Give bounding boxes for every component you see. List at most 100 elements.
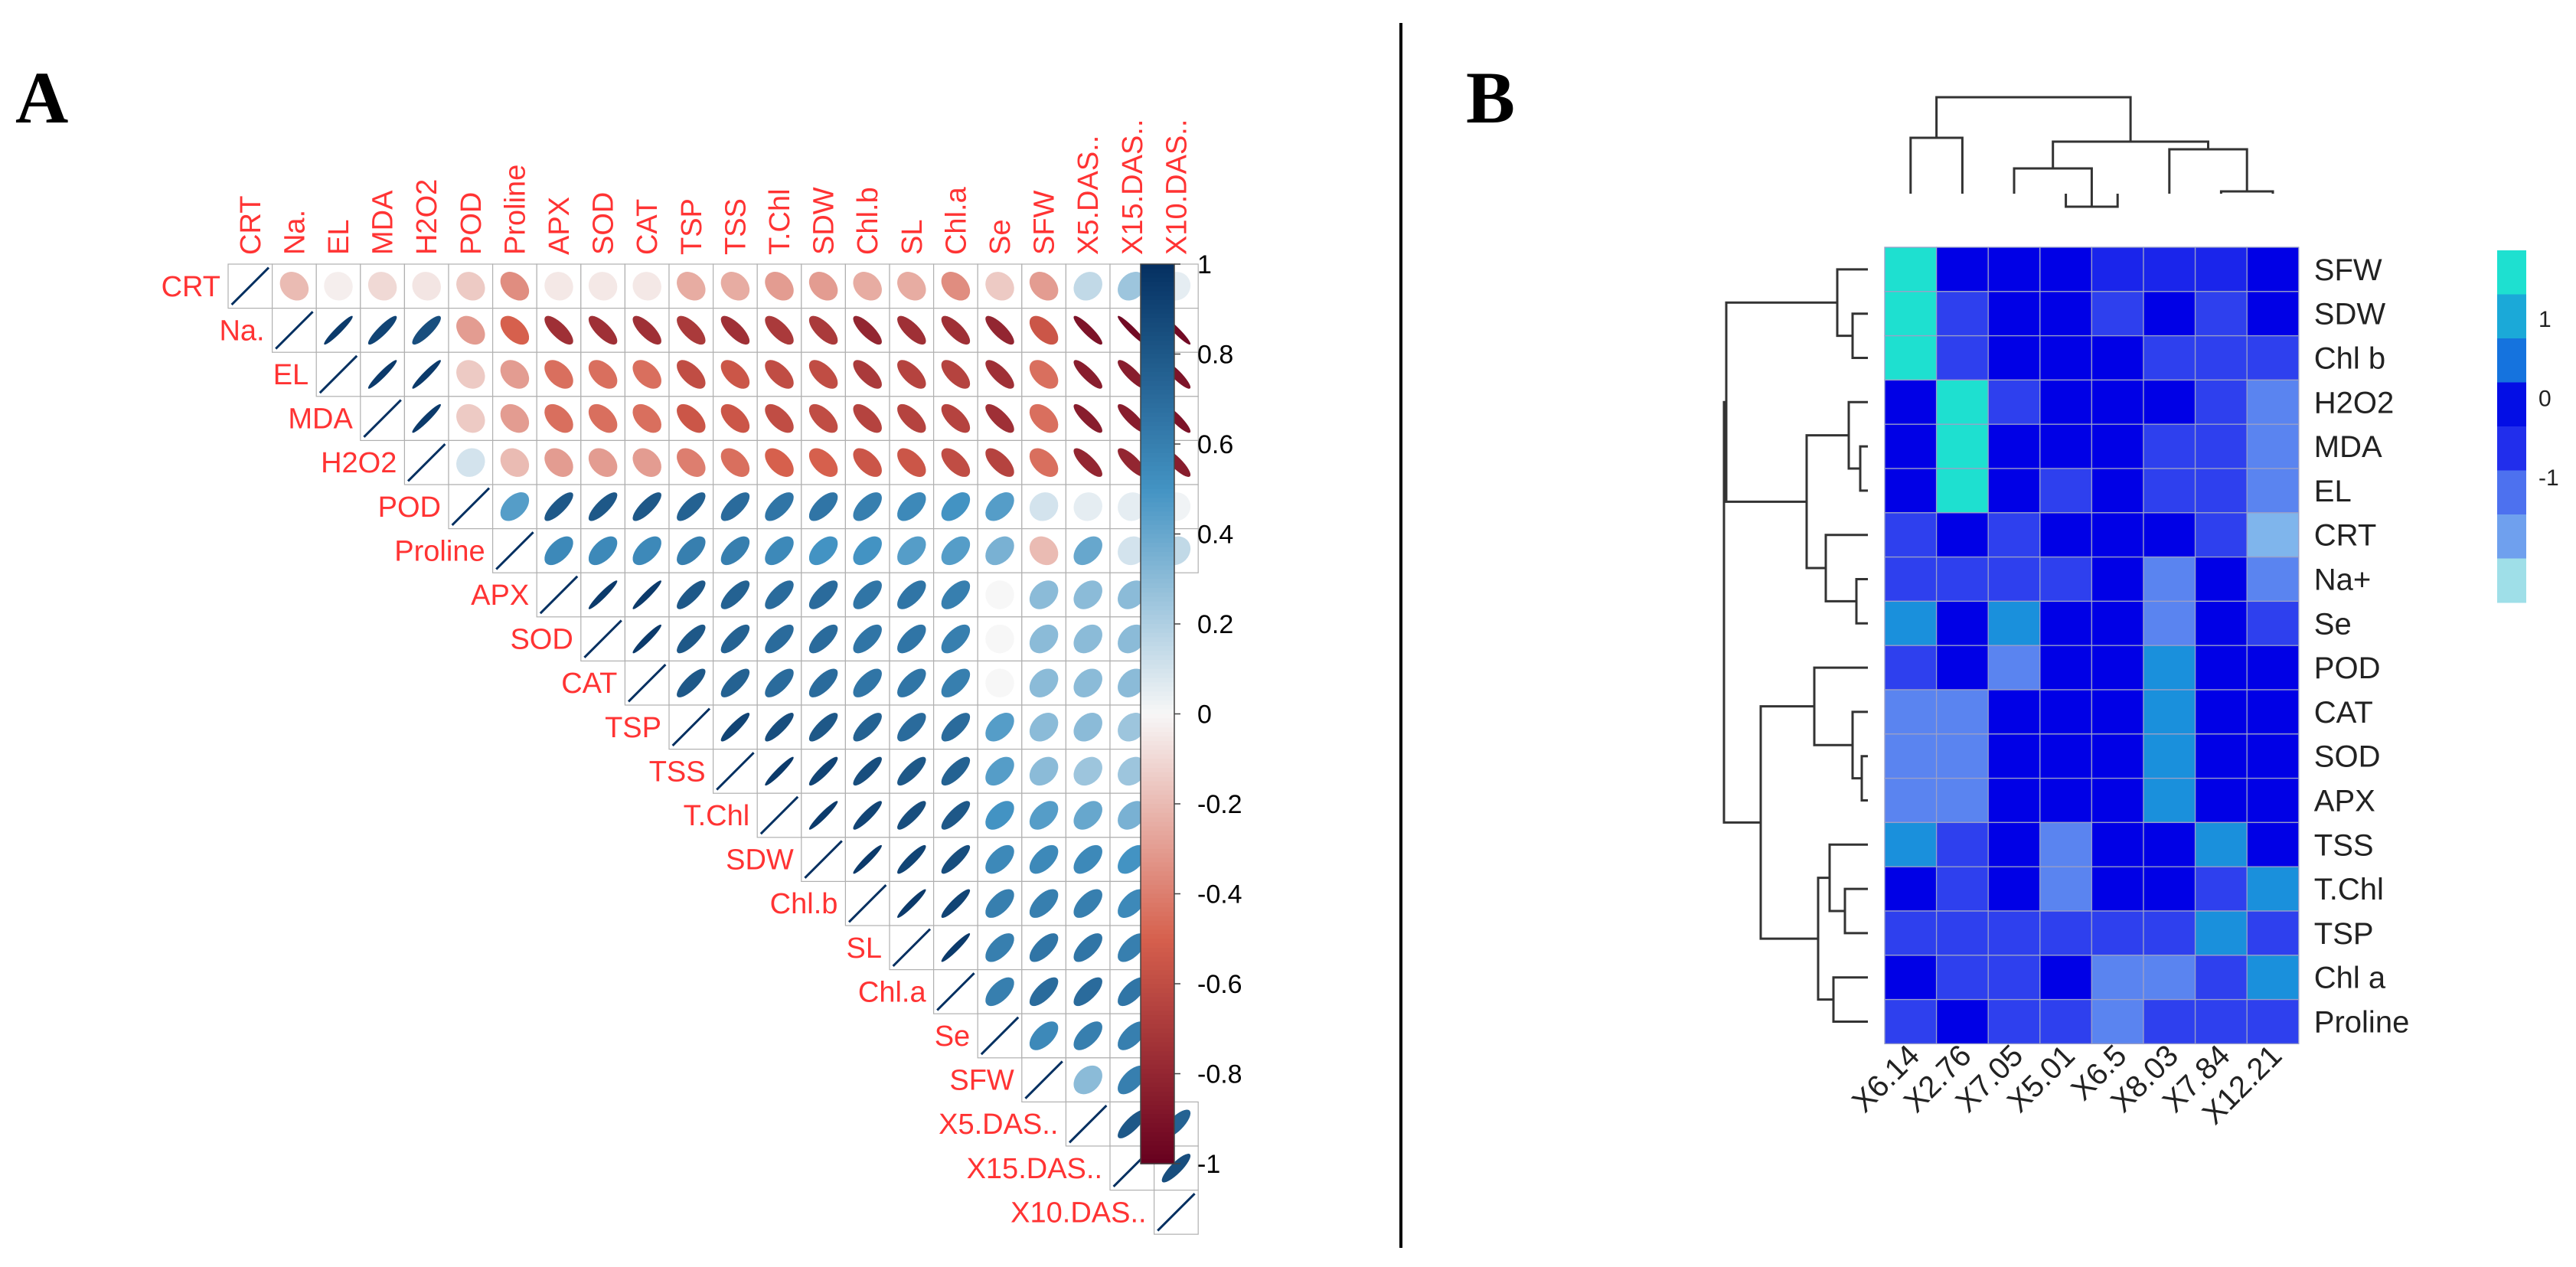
heatmap-cell (2143, 777, 2196, 824)
heatmap-cell (1987, 423, 2041, 469)
correlation-ellipse (632, 360, 661, 389)
heatmap-cell (2143, 910, 2196, 956)
colorbar-step (1141, 1073, 1174, 1079)
correlation-ellipse (1073, 403, 1102, 433)
column-dendrogram-link (2219, 190, 2274, 194)
colorbar-step (1141, 619, 1174, 625)
correlation-ellipse (808, 360, 838, 389)
colorbar-step (1141, 664, 1174, 670)
heatmap-cell (1987, 866, 2041, 912)
heatmap-cell (2246, 910, 2300, 956)
colorbar-step (1141, 853, 1174, 859)
row-label: TSP (605, 712, 661, 744)
correlation-ellipse (1073, 713, 1102, 742)
heatmap-row-label: CRT (2314, 519, 2376, 553)
correlation-ellipse (677, 315, 706, 345)
correlation-ellipse (853, 713, 882, 742)
colorbar-step (1141, 790, 1174, 796)
correlation-ellipse (720, 448, 750, 477)
column-label: TSP (676, 198, 708, 255)
correlation-ellipse (1118, 624, 1147, 654)
colorbar-step (1141, 1020, 1174, 1025)
correlation-ellipse (1029, 360, 1059, 389)
correlation-ellipse (632, 272, 661, 301)
heatmap-cell (2194, 512, 2248, 558)
legend-tick-label: 0 (2538, 387, 2552, 412)
heatmap-row-label: Chl b (2314, 342, 2385, 376)
correlation-ellipse (941, 713, 971, 742)
colorbar-step (1141, 439, 1174, 445)
colorbar-step (1141, 893, 1174, 900)
row-dendrogram-link (1828, 843, 1868, 913)
row-label: X15.DAS.. (967, 1153, 1102, 1185)
colorbar-step (1141, 579, 1174, 584)
colorbar-step (1141, 300, 1174, 305)
correlation-ellipse (632, 580, 661, 609)
column-label: POD (455, 192, 488, 255)
colorbar-step (1141, 394, 1174, 400)
colorbar-step (1141, 327, 1174, 332)
correlation-ellipse (451, 487, 491, 527)
correlation-ellipse (1118, 713, 1147, 742)
colorbar-step (1141, 831, 1174, 836)
heatmap-cell (2246, 689, 2300, 735)
heatmap-cell (2143, 291, 2196, 337)
heatmap-cell (2091, 556, 2144, 602)
correlation-ellipse (804, 840, 843, 879)
correlation-ellipse (500, 272, 530, 301)
heatmap-cell (1884, 689, 1938, 735)
colorbar-step (1141, 871, 1174, 877)
colorbar-step (1141, 1015, 1174, 1020)
heatmap-cell (2091, 955, 2144, 1001)
correlation-ellipse (1029, 536, 1059, 566)
colorbar-step (1141, 925, 1174, 931)
correlation-ellipse (765, 360, 794, 389)
heatmap-cell (1935, 512, 1989, 558)
correlation-ellipse (1073, 668, 1102, 697)
heatmap-cell (1884, 556, 1938, 602)
heatmap-cell (2091, 512, 2144, 558)
colorbar-step (1141, 1100, 1174, 1106)
colorbar-step (1141, 475, 1174, 481)
correlation-ellipse (941, 933, 971, 962)
heatmap-cell (2246, 556, 2300, 602)
heatmap-cell (1884, 335, 1938, 381)
correlation-ellipse (1118, 933, 1147, 962)
column-label: EL (323, 220, 355, 255)
correlation-ellipse (897, 580, 926, 609)
heatmap-row-label: Se (2314, 607, 2352, 641)
colorbar-step (1141, 448, 1174, 454)
correlation-ellipse (1118, 536, 1147, 566)
colorbar-step (1141, 709, 1174, 715)
cell-border (756, 704, 802, 750)
heatmap-cell (2143, 556, 2196, 602)
correlation-ellipse (765, 668, 794, 697)
clustered-heatmap: SFW SDW Chl b H2O2 MDA EL CRT Na+ Se POD CAT SOD APX… (1722, 96, 2559, 1131)
colorbar-step (1141, 673, 1174, 679)
colorbar-step (1141, 457, 1174, 463)
heatmap-cell (1987, 821, 2041, 867)
colorbar-step (1141, 1024, 1174, 1030)
cell-border (977, 660, 1023, 706)
correlation-ellipse (985, 272, 1014, 301)
correlation-ellipse (1073, 536, 1102, 566)
heatmap-cell (2246, 468, 2300, 514)
colorbar-step (1141, 304, 1174, 310)
row-dendrogram-link (1843, 887, 1868, 935)
colorbar-step (1141, 723, 1174, 728)
colorbar-step (1141, 916, 1174, 922)
correlation-ellipse (677, 668, 706, 697)
heatmap-cell (2194, 733, 2248, 779)
colorbar-step (1141, 1069, 1174, 1075)
colorbar-step (1141, 313, 1174, 319)
correlation-ellipse (677, 536, 706, 566)
correlation-ellipse (1029, 933, 1059, 962)
correlation-ellipse (456, 403, 485, 433)
colorbar-step (1141, 1109, 1174, 1115)
heatmap-row-label: CAT (2314, 696, 2373, 730)
correlation-ellipse (1029, 1021, 1059, 1050)
correlation-ellipse (941, 580, 971, 609)
heatmap-cell (1987, 777, 2041, 824)
correlation-ellipse (230, 266, 270, 306)
correlation-ellipse (808, 668, 838, 697)
